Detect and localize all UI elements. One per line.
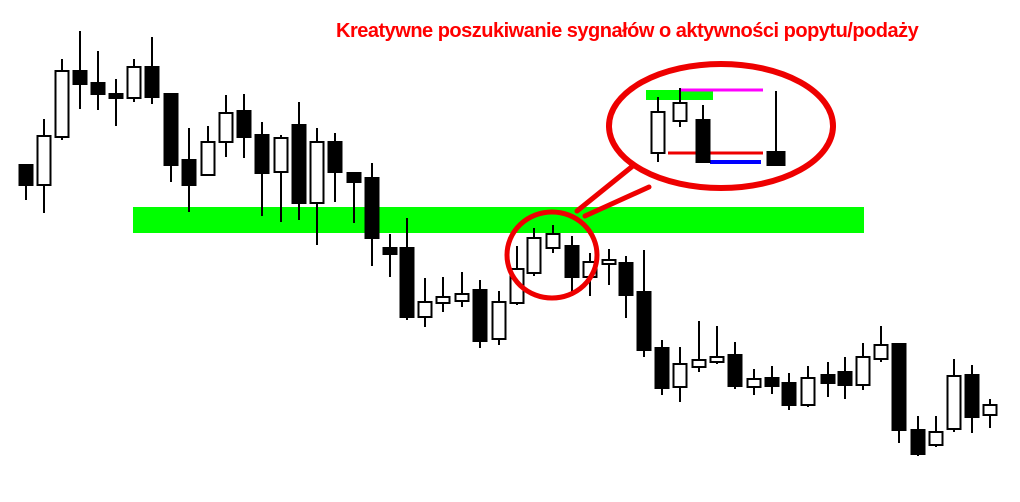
- candle-54-body: [982, 404, 998, 416]
- candle-37-body: [672, 363, 688, 388]
- candle-13-body: [236, 110, 252, 138]
- candle-16-body: [291, 124, 307, 204]
- candle-45-body: [820, 374, 836, 384]
- candle-52-body: [946, 375, 962, 430]
- candle-1-body: [18, 164, 34, 186]
- candle-18-body: [327, 141, 343, 173]
- candle-35-body: [636, 291, 652, 351]
- candle-29-body: [526, 237, 542, 274]
- highlight-circle-annotation: [504, 209, 600, 301]
- candle-23-body: [417, 301, 433, 318]
- candle-21-body: [382, 247, 398, 255]
- candle-2-body: [36, 135, 52, 186]
- candle-10-body: [181, 159, 197, 186]
- inset-candle-2-body: [672, 102, 688, 122]
- candle-3-body: [54, 70, 70, 138]
- candle-36-body: [654, 347, 670, 389]
- candle-33-body: [601, 259, 617, 265]
- candle-50-body: [910, 429, 926, 455]
- candle-48-body: [873, 344, 889, 360]
- candle-11-body: [200, 141, 216, 176]
- inset-candle-4-body: [766, 151, 786, 166]
- candle-7-body: [126, 66, 142, 99]
- candle-30-body: [545, 233, 561, 249]
- candle-19-body: [346, 172, 362, 183]
- candle-12-body: [218, 112, 234, 143]
- candle-44-body: [800, 377, 816, 406]
- inset-candle-3-body: [695, 119, 711, 163]
- candle-4-body: [72, 70, 88, 85]
- candle-40-body: [727, 354, 743, 387]
- candle-6-body: [108, 93, 124, 99]
- inset-candle-1-body: [650, 111, 666, 154]
- candle-14-body: [254, 134, 270, 174]
- candle-41-body: [746, 378, 762, 388]
- candle-8-body: [144, 66, 160, 98]
- candle-24-body: [435, 296, 451, 304]
- candle-34-body: [618, 262, 634, 296]
- demand-supply-zone: [133, 207, 864, 233]
- callout-pointer-line-1: [574, 162, 637, 214]
- candle-46-body: [837, 371, 853, 386]
- candle-25-body: [454, 293, 470, 302]
- candle-38-body: [691, 359, 707, 368]
- candle-26-body: [472, 289, 488, 342]
- candle-9-body: [163, 93, 179, 166]
- candle-20-body: [364, 177, 380, 239]
- candle-5-body: [90, 82, 106, 95]
- candle-31-body: [564, 245, 580, 278]
- candle-17-body: [309, 141, 325, 204]
- candle-27-body: [491, 301, 507, 340]
- candle-47-body: [855, 356, 871, 386]
- chart-title: Kreatywne poszukiwanie sygnałów o aktywn…: [336, 20, 919, 42]
- candle-43-body: [781, 382, 797, 406]
- candle-39-body: [709, 356, 725, 363]
- candle-53-body: [964, 374, 980, 418]
- candle-22-body: [399, 247, 415, 318]
- candle-49-body: [891, 343, 907, 431]
- candle-51-body: [928, 431, 944, 446]
- candle-15-body: [273, 137, 289, 173]
- candle-42-body: [764, 377, 780, 387]
- zoom-ellipse-annotation: [606, 61, 836, 191]
- callout-pointer-line-2: [582, 184, 652, 219]
